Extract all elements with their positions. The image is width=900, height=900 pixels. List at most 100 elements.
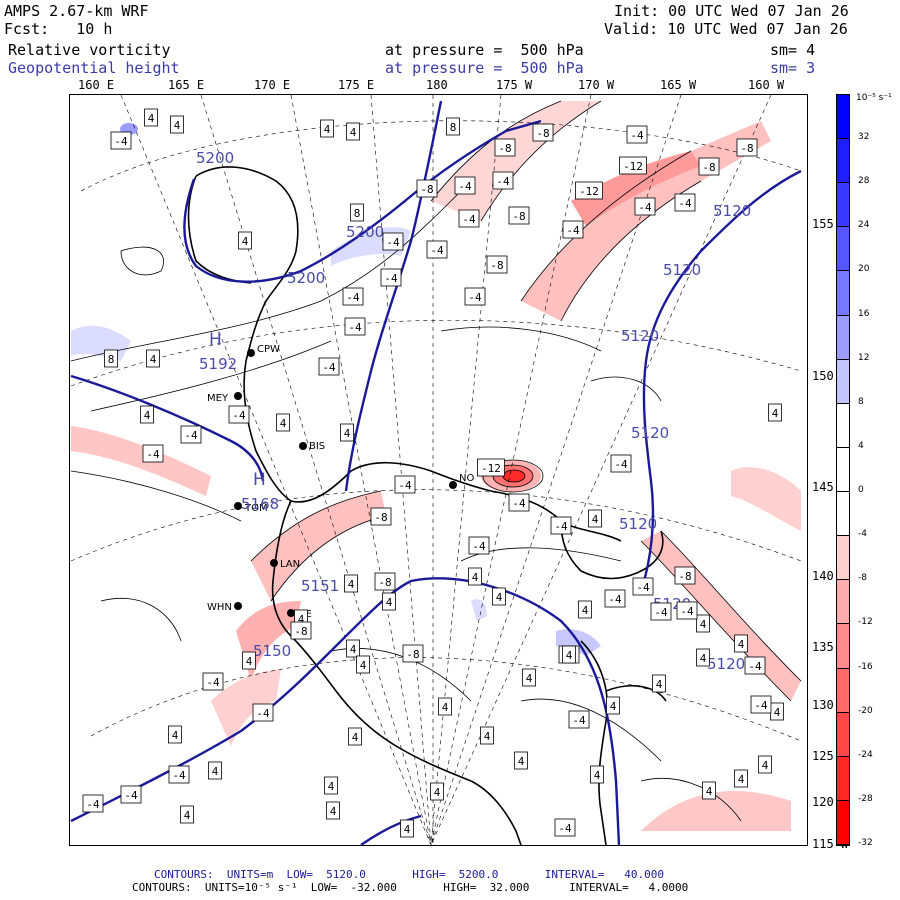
vorticity-label: -4 [172,769,186,782]
vorticity-label-box [610,454,632,473]
vorticity-label-box [346,122,360,141]
height-label: 5200 [196,149,234,167]
vorticity-label: 4 [594,769,601,782]
vorticity-label: 4 [762,759,769,772]
height-label: 5192 [199,355,237,373]
vorticity-label-box [168,725,182,744]
vorticity-label: 4 [496,591,503,604]
vorticity-label: -4 [430,244,444,257]
colorbar-segment [837,315,849,360]
vorticity-label-box [342,287,364,306]
height-label: 5168 [241,495,279,513]
vorticity-label-box [768,403,782,422]
vorticity-label: 4 [484,730,491,743]
vorticity-label: 4 [566,649,573,662]
forecast-hour: Fcst: 10 h [4,20,113,38]
vorticity-label: 4 [150,353,157,366]
vorticity-label: 4 [706,785,713,798]
vorticity-label: 4 [656,678,663,691]
vorticity-label: -8 [378,576,391,589]
vorticity-label-box [575,181,603,200]
vorticity-label-box [318,357,340,376]
vorticity-label: -4 [346,291,360,304]
vorticity-label-box [454,176,476,195]
vorticity-label-box [744,656,766,675]
vorticity-label: 8 [108,353,115,366]
vorticity-label: -8 [420,183,433,196]
vorticity-label-box [144,108,158,127]
vorticity-label-box [650,602,672,621]
colorbar-segment [837,492,849,537]
vorticity-label-box [276,413,290,432]
vorticity-label-box [326,801,340,820]
vorticity-label: -4 [468,291,482,304]
colorbar-tick: -8 [858,573,867,584]
station-lan: LAN [280,559,300,570]
vorticity-label: -4 [680,605,694,618]
vorticity-label-box [468,567,482,586]
vorticity-label-box [698,157,720,176]
field2-level: at pressure = 500 hPa [385,59,584,77]
vorticity-label-box [142,444,164,463]
vorticity-label: -4 [232,409,246,422]
vorticity-label: -8 [512,210,525,223]
vorticity-label: 4 [582,604,589,617]
vorticity-label-box [562,220,584,239]
vorticity-label-box [346,639,360,658]
vorticity-labels: 44-44 4 8 -8-8-4-12-12-8-8-4-48 -8-4 -4-8-4-4… [82,108,784,838]
vorticity-label: -4 [124,789,138,802]
vorticity-label: -4 [386,236,400,249]
vorticity-label-box [110,131,132,150]
vorticity-label-box [320,119,334,138]
colorbar-segment [837,756,849,801]
station-tom: TOM [244,503,268,514]
vorticity-label: 4 [404,823,411,836]
vorticity-label: 4 [246,655,253,668]
vorticity-label-box [734,634,748,653]
model-title: AMPS 2.67-km WRF [4,2,149,20]
field1-smooth: sm= 4 [770,41,816,59]
colorbar-segment [837,359,849,404]
colorbar-tick: -32 [858,838,873,848]
vorticity-label-box [674,193,696,212]
vorticity-label-box [734,769,748,788]
vorticity-label-box [252,703,274,722]
vorticity-label: -12 [579,185,599,198]
coastline [187,166,667,845]
vorticity-label: 4 [348,578,355,591]
vorticity-label: -4 [678,197,692,210]
vorticity-label: -4 [496,175,510,188]
vorticity-label: -12 [623,160,643,173]
vorticity-label: -4 [184,429,198,442]
vorticity-label: -8 [374,511,387,524]
vorticity-label-box [228,405,250,424]
field2-name: Geopotential height [8,59,180,77]
high-marker: H [253,470,266,490]
vorticity-label: 4 [360,659,367,672]
lon-label: 170 W [578,78,615,92]
vorticity-label: -4 [458,180,472,193]
vorticity-label-box [590,765,604,784]
colorbar-tick: 8 [858,396,864,407]
colorbar-tick: 28 [858,176,870,187]
lon-label: 170 E [254,78,291,92]
vorticity-label-box [350,203,364,222]
colorbar-segment [837,95,849,140]
vorticity-label: 4 [526,672,533,685]
vorticity-label-box [477,458,505,477]
colorbar-segment [837,580,849,625]
vorticity-label-box [532,123,554,142]
vorticity-label-box [578,600,592,619]
vorticity-label: -4 [654,606,668,619]
vorticity-label-box [140,405,154,424]
colorbar-segment [837,403,849,448]
vorticity-label-box [626,125,648,144]
vorticity-label-box [382,232,404,251]
vorticity-label: 4 [700,652,707,665]
lon-label: 165 E [168,78,205,92]
colorbar-tick: 24 [858,220,870,231]
vorticity-label: -4 [512,497,526,510]
vorticity-label: 4 [434,786,441,799]
field1-name: Relative vorticity [8,41,171,59]
vorticity-label: -8 [498,142,511,155]
